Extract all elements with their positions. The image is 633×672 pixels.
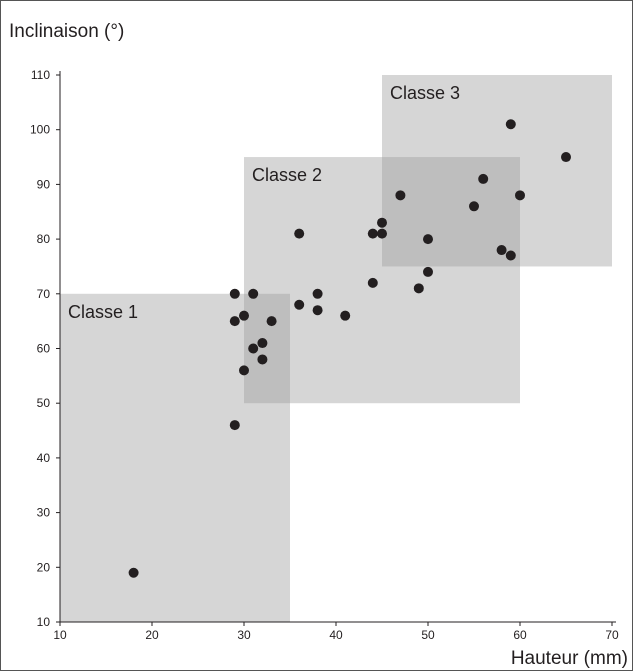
data-point <box>294 299 305 310</box>
data-point <box>423 234 433 245</box>
data-point <box>515 190 525 201</box>
data-point <box>229 288 240 299</box>
y-tick-label: 50 <box>37 396 51 410</box>
data-point <box>239 365 249 376</box>
data-point <box>377 217 387 228</box>
data-point <box>248 288 259 299</box>
data-point <box>229 420 240 431</box>
data-point <box>312 288 323 299</box>
data-point <box>377 228 387 239</box>
y-tick-label: 10 <box>37 615 51 629</box>
class-region-3 <box>382 75 612 267</box>
data-point <box>469 201 479 212</box>
class-label-1: Classe 1 <box>68 302 138 322</box>
data-point <box>257 354 268 365</box>
class-regions <box>60 75 612 622</box>
x-tick-label: 60 <box>513 628 527 642</box>
data-point <box>128 567 139 578</box>
data-point <box>340 310 351 321</box>
data-point <box>496 245 507 256</box>
class-labels: Classe 1 Classe 2 Classe 3 <box>68 83 460 322</box>
y-tick-label: 70 <box>37 287 51 301</box>
data-point <box>312 305 323 316</box>
y-tick-label: 20 <box>37 560 51 574</box>
data-point <box>505 250 516 261</box>
data-point <box>367 277 378 288</box>
data-point <box>367 228 378 239</box>
x-axis-label: Hauteur (mm) <box>511 648 628 669</box>
data-points <box>128 119 571 578</box>
data-point <box>266 316 277 327</box>
axes: 10 20 30 40 50 60 70 80 90 100 110 10 20 30 40 50 60 70 <box>30 68 619 642</box>
x-tick-label: 40 <box>329 628 343 642</box>
data-point <box>561 152 571 163</box>
data-point <box>505 119 516 130</box>
data-point <box>229 316 240 327</box>
y-tick-label: 40 <box>37 451 51 465</box>
y-tick-label: 90 <box>37 177 51 191</box>
y-tick-label: 30 <box>37 506 51 520</box>
class-region-2 <box>244 157 520 404</box>
x-tick-label: 50 <box>421 628 435 642</box>
class-label-2: Classe 2 <box>252 165 322 185</box>
data-point <box>248 343 259 354</box>
x-tick-label: 10 <box>53 628 67 642</box>
data-point <box>423 266 433 277</box>
y-tick-label: 80 <box>37 232 51 246</box>
y-tick-label: 100 <box>30 123 50 137</box>
y-tick-label: 110 <box>31 68 50 82</box>
x-tick-label: 30 <box>237 628 251 642</box>
class-label-3: Classe 3 <box>390 83 460 103</box>
y-tick-label: 60 <box>37 342 51 356</box>
data-point <box>395 190 406 201</box>
data-point <box>257 338 268 349</box>
x-tick-label: 20 <box>145 628 159 642</box>
data-point <box>294 228 305 239</box>
data-point <box>239 310 249 321</box>
data-point <box>478 173 489 184</box>
data-point <box>413 283 424 294</box>
x-tick-label: 70 <box>605 628 619 642</box>
y-axis-label: Inclinaison (°) <box>9 21 124 42</box>
